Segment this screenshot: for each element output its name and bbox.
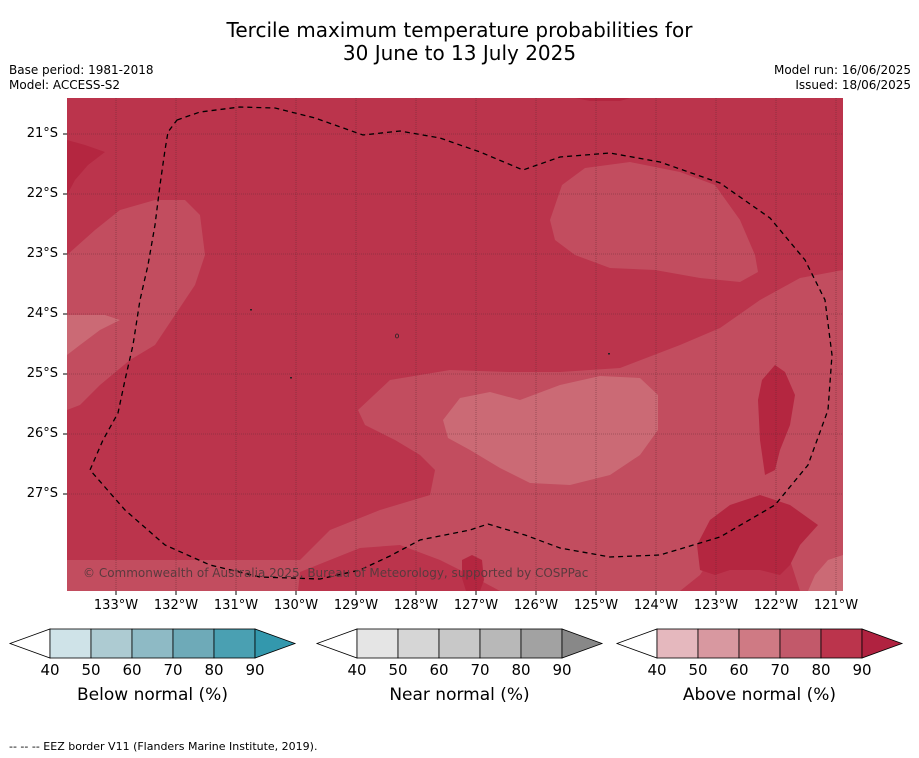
lat-label: 25°S: [26, 366, 58, 381]
colorbar-segment: [90, 628, 133, 659]
lon-label: 131°W: [213, 598, 259, 613]
colorbar-0: [8, 628, 297, 659]
colorbar-segment: [520, 628, 563, 659]
lon-label: 123°W: [693, 598, 739, 613]
colorbar-segment: [356, 628, 399, 659]
colorbar-segment: [131, 628, 174, 659]
colorbar-arrow-low: [8, 628, 51, 659]
colorbar-segment: [656, 628, 699, 659]
colorbar-tick-label: 60: [429, 661, 449, 679]
map-fill: [67, 98, 843, 591]
lat-label: 23°S: [26, 246, 58, 261]
lon-label: 130°W: [273, 598, 319, 613]
meta-left: Base period: 1981-2018 Model: ACCESS-S2: [9, 63, 154, 93]
model-name: Model: ACCESS-S2: [9, 78, 121, 92]
colorbar-tick-label: 60: [122, 661, 142, 679]
region-60-70-center: [443, 376, 658, 485]
colorbar-tick-label: 90: [552, 661, 572, 679]
lon-label: 128°W: [393, 598, 439, 613]
colorbar-title: Below normal (%): [77, 685, 228, 705]
lon-label: 121°W: [813, 598, 859, 613]
islands: [250, 309, 610, 379]
colorbar-tick-label: 50: [688, 661, 708, 679]
region-60-70-se: [808, 555, 843, 591]
colorbar-segment: [397, 628, 440, 659]
colorbar-tick-label: 70: [470, 661, 490, 679]
colorbar-tick-label: 80: [811, 661, 831, 679]
lat-label: 22°S: [26, 186, 58, 201]
lon-label: 125°W: [573, 598, 619, 613]
colorbar-tick-label: 90: [852, 661, 872, 679]
graticule: [67, 98, 843, 591]
colorbar-tick-label: 40: [647, 661, 667, 679]
colorbar-segment: [172, 628, 215, 659]
lon-label: 127°W: [453, 598, 499, 613]
colorbars: [8, 628, 904, 659]
colorbar-tick-label: 50: [388, 661, 408, 679]
colorbar-tick-label: 40: [347, 661, 367, 679]
region-60-70-west: [67, 315, 120, 355]
region-90-east: [758, 365, 795, 475]
footer-note: -- -- -- EEZ border V11 (Flanders Marine…: [9, 740, 318, 753]
lat-label: 24°S: [26, 306, 58, 321]
lat-label: 27°S: [26, 486, 58, 501]
lon-label: 122°W: [753, 598, 799, 613]
colorbar-tick-label: 90: [245, 661, 265, 679]
colorbar-segment: [479, 628, 522, 659]
colorbar-tick-label: 80: [204, 661, 224, 679]
meta-right: Model run: 16/06/2025 Issued: 18/06/2025: [774, 63, 911, 93]
lon-label: 133°W: [93, 598, 139, 613]
colorbar-2: [615, 628, 904, 659]
colorbar-segment: [697, 628, 740, 659]
region-90-south: [462, 555, 484, 591]
colorbar-tick-label: 60: [729, 661, 749, 679]
colorbar-arrow-low: [315, 628, 358, 659]
lat-label: 21°S: [26, 126, 58, 141]
issued-date: Issued: 18/06/2025: [795, 78, 911, 92]
colorbar-tick-label: 70: [770, 661, 790, 679]
copyright-text: © Commonwealth of Australia 2025, Bureau…: [83, 566, 589, 580]
lat-label: 26°S: [26, 426, 58, 441]
region-90-nw: [67, 140, 105, 195]
colorbar-segment: [738, 628, 781, 659]
model-run: Model run: 16/06/2025: [773, 63, 911, 77]
colorbar-tick-label: 40: [40, 661, 60, 679]
colorbar-arrow-high: [254, 628, 297, 659]
colorbar-segment: [438, 628, 481, 659]
title-line-1: Tercile maximum temperature probabilitie…: [226, 18, 693, 42]
colorbar-tick-label: 50: [81, 661, 101, 679]
colorbar-arrow-low: [615, 628, 658, 659]
colorbar-arrow-high: [861, 628, 904, 659]
base-period: Base period: 1981-2018: [9, 63, 154, 77]
colorbar-tick-label: 70: [163, 661, 183, 679]
eez-border: [89, 106, 833, 580]
title-line-2: 30 June to 13 July 2025: [342, 41, 577, 65]
colorbar-tick-label: 80: [511, 661, 531, 679]
lon-label: 129°W: [333, 598, 379, 613]
lon-label: 124°W: [633, 598, 679, 613]
axis-ticks: [63, 133, 837, 595]
colorbar-segment: [820, 628, 863, 659]
colorbar-segment: [213, 628, 256, 659]
region-90-top: [575, 98, 630, 101]
colorbar-arrow-high: [561, 628, 604, 659]
region-70-80-north: [550, 162, 758, 282]
chart-title: Tercile maximum temperature probabilitie…: [0, 19, 919, 65]
lon-label: 126°W: [513, 598, 559, 613]
region-90-se: [697, 495, 818, 575]
region-70-80-west: [67, 200, 205, 410]
colorbar-title: Above normal (%): [682, 685, 837, 705]
colorbar-segment: [779, 628, 822, 659]
colorbar-title: Near normal (%): [389, 685, 530, 705]
colorbar-1: [315, 628, 604, 659]
colorbar-segment: [49, 628, 92, 659]
lon-label: 132°W: [153, 598, 199, 613]
